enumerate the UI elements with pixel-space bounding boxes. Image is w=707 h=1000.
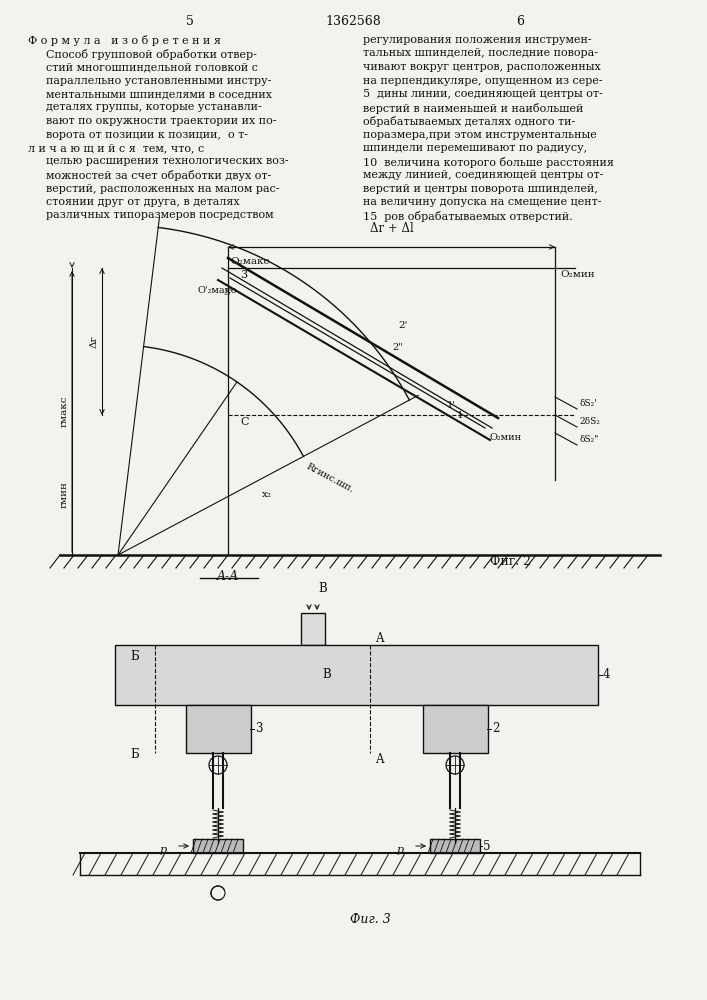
Text: Фиг. 3: Фиг. 3	[350, 913, 391, 926]
Text: параллельно установленными инстру-: параллельно установленными инстру-	[46, 76, 271, 86]
Text: O'₂мако: O'₂мако	[198, 286, 238, 295]
Text: p: p	[160, 845, 167, 855]
Text: можностей за счет обработки двух от-: можностей за счет обработки двух от-	[46, 170, 271, 181]
Text: 3: 3	[255, 722, 262, 736]
Text: 2δS₂: 2δS₂	[579, 416, 600, 426]
Text: O₂мин: O₂мин	[490, 433, 522, 442]
Text: 2: 2	[492, 722, 499, 736]
Text: Способ групповой обработки отвер-: Способ групповой обработки отвер-	[46, 48, 257, 60]
Text: верстий в наименьшей и наибольшей: верстий в наименьшей и наибольшей	[363, 103, 583, 113]
Text: A: A	[375, 753, 383, 766]
Text: на перпендикуляре, опущенном из сере-: на перпендикуляре, опущенном из сере-	[363, 76, 602, 86]
Bar	[186, 705, 251, 753]
Text: между линией, соединяющей центры от-: между линией, соединяющей центры от-	[363, 170, 603, 180]
Text: 2": 2"	[392, 343, 403, 352]
Text: 1362568: 1362568	[325, 15, 381, 28]
Polygon shape	[215, 843, 221, 849]
Text: 3': 3'	[223, 288, 233, 297]
Text: 5  дины линии, соединяющей центры от-: 5 дины линии, соединяющей центры от-	[363, 89, 603, 99]
Bar	[430, 839, 480, 853]
Text: Б: Б	[131, 748, 139, 761]
Text: верстий и центры поворота шпинделей,: верстий и центры поворота шпинделей,	[363, 184, 598, 194]
Text: A: A	[375, 632, 383, 645]
Text: 1: 1	[457, 410, 464, 420]
Text: B: B	[322, 668, 331, 682]
Text: Ф о р м у л а   и з о б р е т е н и я: Ф о р м у л а и з о б р е т е н и я	[28, 35, 221, 46]
Text: δS₂': δS₂'	[579, 398, 597, 408]
Text: 4: 4	[603, 668, 611, 682]
Text: 1': 1'	[447, 401, 456, 410]
Text: O₂мин: O₂мин	[560, 270, 595, 279]
Text: Rгинс.шп.: Rгинс.шп.	[305, 462, 356, 495]
Text: B: B	[318, 582, 327, 595]
Text: 3: 3	[240, 270, 247, 280]
Text: л и ч а ю щ и й с я  тем, что, с: л и ч а ю щ и й с я тем, что, с	[28, 143, 204, 153]
Text: 5: 5	[186, 15, 194, 28]
Text: A-A: A-A	[217, 570, 239, 583]
Text: O₂макс: O₂макс	[230, 257, 269, 266]
Polygon shape	[452, 843, 458, 849]
Text: стий многошпиндельной головкой с: стий многошпиндельной головкой с	[46, 62, 258, 72]
Text: чивают вокруг центров, расположенных: чивают вокруг центров, расположенных	[363, 62, 601, 72]
Bar	[301, 613, 325, 645]
Text: вают по окружности траектории их по-: вают по окружности траектории их по-	[46, 116, 276, 126]
Text: стоянии друг от друга, в деталях: стоянии друг от друга, в деталях	[46, 197, 240, 207]
Text: rмакс: rмакс	[59, 396, 69, 427]
Text: 15  ров обрабатываемых отверстий.: 15 ров обрабатываемых отверстий.	[363, 211, 573, 222]
Text: верстий, расположенных на малом рас-: верстий, расположенных на малом рас-	[46, 184, 280, 194]
Text: на величину допуска на смещение цент-: на величину допуска на смещение цент-	[363, 197, 602, 207]
Bar	[115, 645, 598, 705]
Text: обрабатываемых деталях одного ти-: обрабатываемых деталях одного ти-	[363, 116, 575, 127]
Text: 2': 2'	[398, 321, 407, 330]
Text: ворота от позиции к позиции,  о т-: ворота от позиции к позиции, о т-	[46, 129, 248, 139]
Text: тальных шпинделей, последние повора-: тальных шпинделей, последние повора-	[363, 48, 598, 58]
Text: Δr + Δl: Δr + Δl	[370, 222, 414, 235]
Text: поразмера,при этом инструментальные: поразмера,при этом инструментальные	[363, 129, 597, 139]
Text: Фиг. 2: Фиг. 2	[490, 555, 531, 568]
Bar	[423, 705, 488, 753]
Text: регулирования положения инструмен-: регулирования положения инструмен-	[363, 35, 592, 45]
Text: деталях группы, которые устанавли-: деталях группы, которые устанавли-	[46, 103, 262, 112]
Text: шпиндели перемешивают по радиусу,: шпиндели перемешивают по радиусу,	[363, 143, 587, 153]
Text: C: C	[240, 417, 248, 427]
Text: различных типоразмеров посредством: различных типоразмеров посредством	[46, 211, 274, 221]
Text: x₂: x₂	[262, 490, 272, 499]
Text: 6: 6	[516, 15, 524, 28]
Text: 5: 5	[483, 840, 491, 852]
Text: δS₂": δS₂"	[579, 434, 598, 444]
Text: Δr: Δr	[90, 335, 98, 348]
Text: целью расширения технологических воз-: целью расширения технологических воз-	[46, 156, 288, 166]
Text: 10  величина которого больше расстояния: 10 величина которого больше расстояния	[363, 156, 614, 167]
Text: p: p	[397, 845, 404, 855]
Text: ментальными шпинделями в соседних: ментальными шпинделями в соседних	[46, 89, 272, 99]
Bar	[193, 839, 243, 853]
Text: Б: Б	[131, 650, 139, 663]
Text: rмин: rмин	[59, 482, 69, 508]
